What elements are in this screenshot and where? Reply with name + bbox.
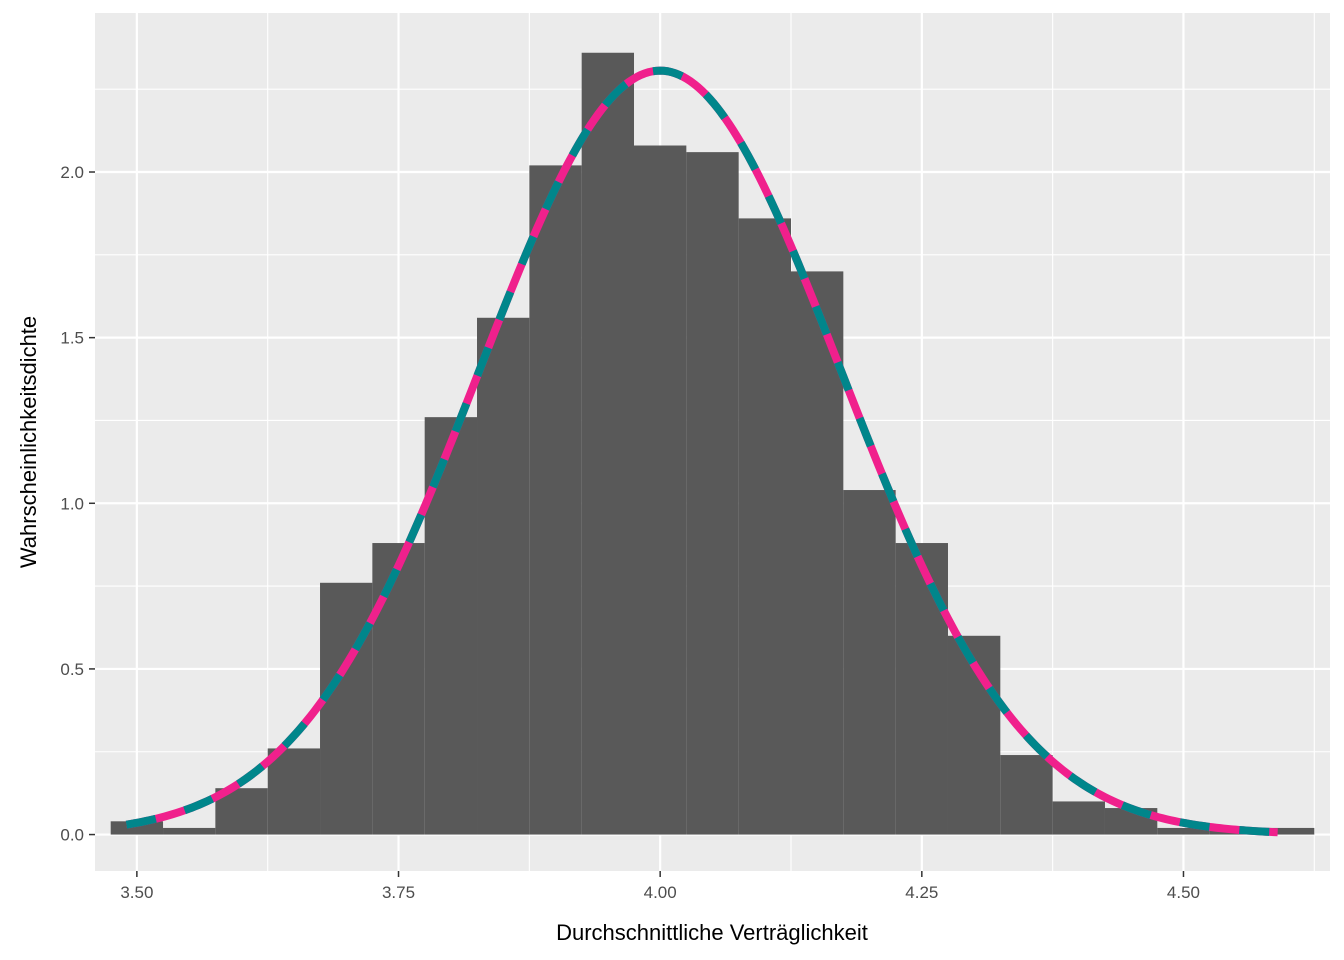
x-tick-label: 3.75 [382,883,415,902]
histogram-bar [1000,755,1053,835]
histogram-bar [1052,801,1105,835]
histogram-bars [110,52,1315,835]
histogram-bar [790,271,844,835]
histogram-bar [686,152,739,835]
x-tick-label: 3.50 [120,883,153,902]
histogram-bar [267,748,321,835]
y-axis-title: Wahrscheinlichkeitsdichte [16,316,41,568]
x-axis-title: Durchschnittliche Verträglichkeit [556,920,868,945]
y-tick-label: 1.0 [60,494,84,513]
histogram-bar [477,317,530,835]
histogram-bar [843,490,896,835]
histogram-bar [163,827,216,835]
x-axis: 3.50 3.75 4.00 4.25 4.50 [120,871,1200,902]
histogram-bar [738,218,791,835]
y-tick-label: 1.5 [60,329,84,348]
histogram-bar [320,582,373,835]
x-tick-label: 4.00 [644,883,677,902]
density-curves [125,66,1278,837]
density-curve-dashed [125,66,1278,837]
y-tick-label: 0.0 [60,826,84,845]
x-tick-label: 4.50 [1167,883,1200,902]
histogram-bar [895,543,948,835]
x-tick-label: 4.25 [905,883,938,902]
y-tick-label: 2.0 [60,163,84,182]
histogram-bar [634,145,687,835]
histogram-bar [529,165,582,835]
y-tick-label: 0.5 [60,660,84,679]
histogram-bar [110,821,164,835]
histogram-bar [581,52,635,835]
histogram-bar [1157,827,1210,835]
histogram-bar [1261,827,1315,835]
y-axis: 0.0 0.5 1.0 1.5 2.0 [60,163,95,845]
histogram-bar [372,543,425,835]
